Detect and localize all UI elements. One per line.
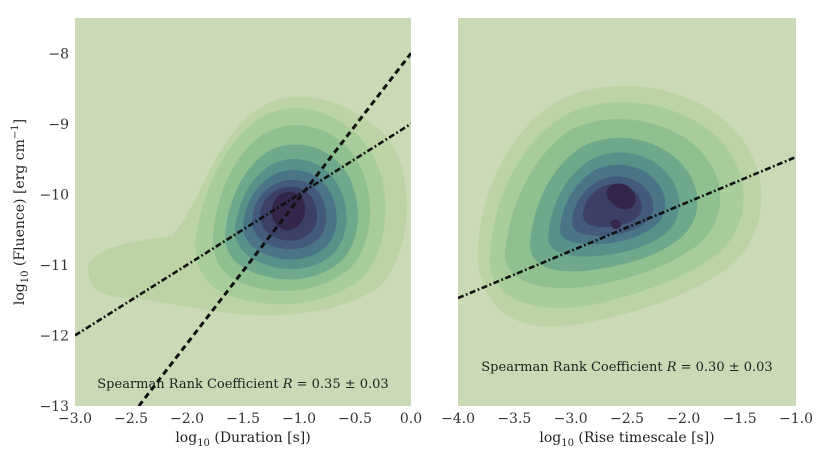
y-ticks: −13 −12 −11 −10 −9 −8 <box>39 46 69 415</box>
x-tick-label: −1.0 <box>282 411 316 427</box>
panel-rise-timescale: −4.0 −3.5 −3.0 −2.5 −2.0 −1.5 −1.0 Spearman Ra… <box>441 18 813 449</box>
x-tick-label: −3.0 <box>554 411 588 427</box>
x-tick-label: −1.5 <box>226 411 260 427</box>
fit-line-dashed <box>137 52 411 406</box>
y-tick-label: −8 <box>48 46 69 62</box>
fit-line-dotted <box>458 155 796 300</box>
x-tick-label: −4.0 <box>441 411 475 427</box>
y-tick-label: −13 <box>39 399 69 415</box>
y-tick-label: −10 <box>39 187 69 203</box>
x-axis-label: log10 (Duration [s]) <box>175 430 310 449</box>
x-tick-label: −3.5 <box>497 411 531 427</box>
x-tick-label: −3.0 <box>58 411 92 427</box>
x-tick-label: −2.0 <box>170 411 204 427</box>
contour-small-blob <box>159 257 177 267</box>
annotation-spearman: Spearman Rank Coefficient R = 0.30 ± 0.0… <box>481 360 772 375</box>
x-tick-label: −2.5 <box>610 411 644 427</box>
y-tick-label: −12 <box>39 328 69 344</box>
annotation-spearman: Spearman Rank Coefficient R = 0.35 ± 0.0… <box>97 377 388 392</box>
x-tick-label: −1.5 <box>723 411 757 427</box>
contour-level-9b <box>610 219 622 229</box>
y-tick-label: −9 <box>48 117 69 133</box>
x-tick-label: −2.5 <box>114 411 148 427</box>
x-tick-label: −2.0 <box>666 411 700 427</box>
x-ticks: −4.0 −3.5 −3.0 −2.5 −2.0 −1.5 −1.0 <box>441 411 813 427</box>
fit-lines <box>458 155 796 300</box>
x-ticks: −3.0 −2.5 −2.0 −1.5 −1.0 −0.5 0.0 <box>58 411 422 427</box>
x-tick-label: −0.5 <box>338 411 372 427</box>
density-contours <box>88 96 407 316</box>
y-axis-label: log10 (Fluence) [erg cm−1] <box>10 119 31 305</box>
fit-lines <box>75 52 411 406</box>
contour-level-9a <box>606 183 636 210</box>
panel-duration: −3.0 −2.5 −2.0 −1.5 −1.0 −0.5 0.0 −13 −12 −11 −10… <box>10 18 422 449</box>
x-tick-label: −1.0 <box>779 411 813 427</box>
y-tick-label: −11 <box>39 258 69 274</box>
x-axis-label: log10 (Rise timescale [s]) <box>539 430 714 449</box>
density-contours <box>477 85 762 327</box>
x-tick-label: 0.0 <box>400 411 422 427</box>
fit-line-dotted <box>75 122 411 337</box>
